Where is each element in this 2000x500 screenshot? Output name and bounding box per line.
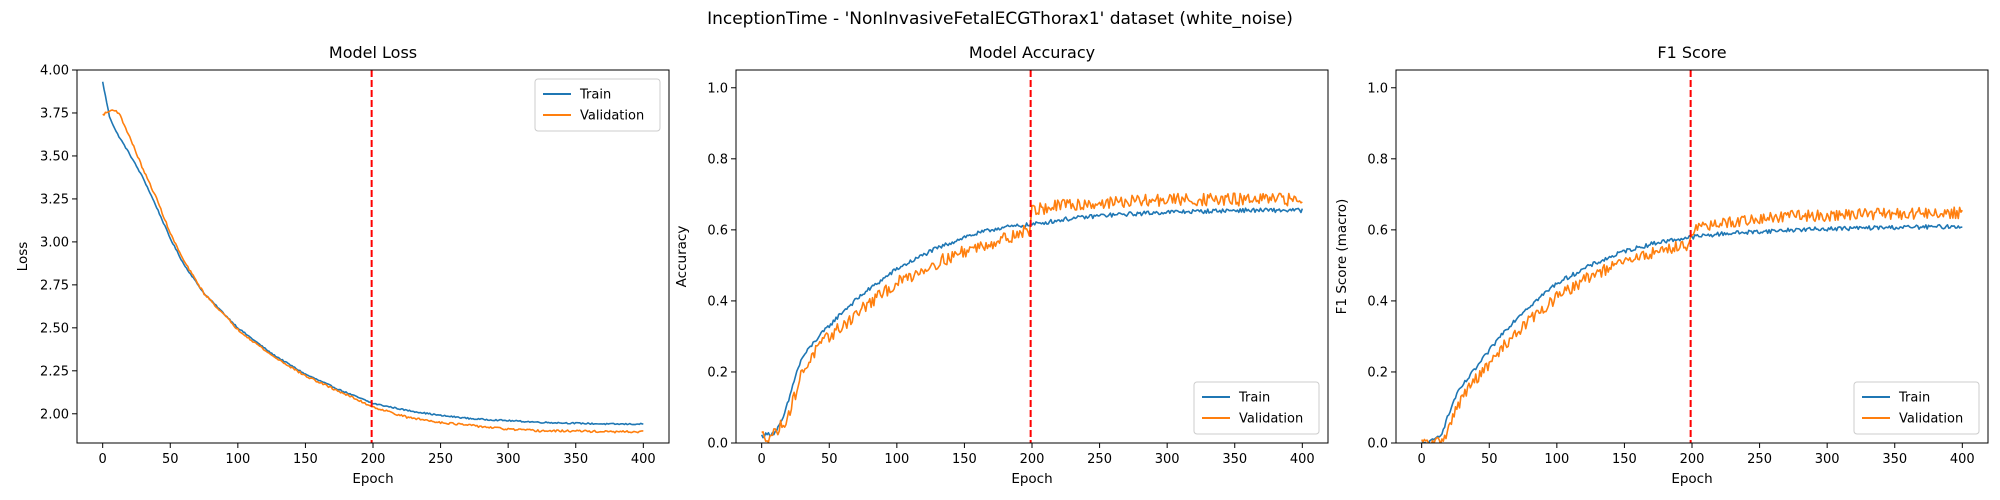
x-tick-label: 100: [884, 452, 909, 467]
y-tick-label: 3.75: [40, 106, 69, 121]
x-tick-label: 300: [1155, 452, 1180, 467]
x-tick-label: 300: [496, 452, 521, 467]
y-tick-label: 3.00: [40, 235, 69, 250]
y-tick-label: 0.6: [1367, 223, 1388, 238]
x-tick-label: 150: [1612, 452, 1637, 467]
legend-label-train: Train: [1238, 391, 1270, 406]
x-tick-label: 150: [293, 452, 318, 467]
x-axis-label: Epoch: [1011, 471, 1052, 487]
x-tick-label: 300: [1815, 452, 1840, 467]
chart-panel-2: Model Accuracy 0 50 100 150 200 250 300 350 400 0.…: [674, 43, 1329, 487]
x-tick-label: 150: [952, 452, 977, 467]
x-axis-label: Epoch: [1671, 471, 1712, 487]
x-tick-label: 400: [1950, 452, 1975, 467]
y-tick-label: 0.2: [707, 365, 728, 380]
x-tick-label: 350: [1882, 452, 1907, 467]
x-tick-label: 50: [821, 452, 838, 467]
legend-box: [1193, 381, 1320, 435]
legend: Train Validation: [1853, 381, 1980, 435]
series-line-validation: [761, 192, 1303, 443]
y-tick-label: 0.8: [1367, 152, 1388, 167]
y-axis-label: Loss: [15, 242, 31, 272]
legend-box: [1853, 381, 1980, 435]
x-tick-label: 250: [1747, 452, 1772, 467]
legend: Train Validation: [1193, 381, 1320, 435]
series-line-train: [101, 81, 644, 426]
legend: Train Validation: [534, 78, 661, 132]
legend-label-validation: Validation: [1899, 412, 1963, 427]
x-tick-label: 0: [1418, 452, 1426, 467]
y-tick-label: 2.50: [40, 321, 69, 336]
y-tick-label: 2.00: [40, 407, 69, 422]
x-tick-label: 400: [631, 452, 656, 467]
y-tick-label: 0.8: [707, 152, 728, 167]
y-tick-label: 0.2: [1367, 365, 1388, 380]
plot-frame: [76, 69, 670, 444]
y-tick-label: 1.0: [1367, 81, 1388, 96]
x-tick-label: 200: [361, 452, 386, 467]
y-tick-label: 0.0: [707, 437, 728, 452]
x-tick-label: 50: [162, 452, 179, 467]
legend-label-validation: Validation: [580, 109, 644, 124]
x-axis-label: Epoch: [352, 471, 393, 487]
y-tick-label: 2.75: [40, 278, 69, 293]
chart-panel-3: F1 Score 0 50 100 150 200 250 300 350 400 0.0 0.2 0.…: [1334, 43, 1989, 487]
x-tick-label: 200: [1020, 452, 1045, 467]
chart-panels: Model Loss 0 50 100 150 200 250 300 350 400 2.00 2.…: [15, 43, 1989, 487]
chart-title: Model Loss: [329, 43, 417, 62]
x-tick-label: 400: [1290, 452, 1315, 467]
x-tick-label: 100: [225, 452, 250, 467]
chart-panel-1: Model Loss 0 50 100 150 200 250 300 350 400 2.00 2.…: [15, 43, 670, 487]
legend-label-validation: Validation: [1239, 412, 1303, 427]
y-tick-label: 0.4: [1367, 294, 1388, 309]
y-tick-label: 0.4: [707, 294, 728, 309]
x-tick-label: 50: [1481, 452, 1498, 467]
y-tick-label: 0.6: [707, 223, 728, 238]
x-tick-label: 0: [99, 452, 107, 467]
legend-label-train: Train: [1898, 391, 1930, 406]
x-tick-label: 350: [563, 452, 588, 467]
x-tick-label: 200: [1680, 452, 1705, 467]
y-tick-label: 3.50: [40, 149, 69, 164]
x-tick-label: 0: [758, 452, 766, 467]
figure-suptitle: InceptionTime - 'NonInvasiveFetalECGThor…: [707, 9, 1293, 29]
plot-frame: [735, 69, 1329, 444]
x-tick-label: 100: [1544, 452, 1569, 467]
series-line-validation: [102, 109, 644, 434]
legend-label-train: Train: [579, 88, 611, 103]
x-tick-label: 350: [1222, 452, 1247, 467]
chart-title: Model Accuracy: [969, 43, 1095, 62]
y-tick-label: 1.0: [707, 81, 728, 96]
y-axis-label: F1 Score (macro): [1334, 199, 1350, 315]
y-tick-label: 4.00: [40, 64, 69, 79]
y-axis-label: Accuracy: [674, 226, 690, 288]
series-line-train: [1421, 223, 1963, 443]
y-tick-label: 0.0: [1367, 437, 1388, 452]
x-tick-label: 250: [428, 452, 453, 467]
y-tick-label: 3.25: [40, 192, 69, 207]
x-tick-label: 250: [1087, 452, 1112, 467]
plot-frame: [1395, 69, 1989, 444]
y-tick-label: 2.25: [40, 364, 69, 379]
legend-box: [534, 78, 661, 132]
series-line-train: [760, 207, 1304, 439]
chart-title: F1 Score: [1657, 43, 1726, 62]
series-line-validation: [1421, 206, 1963, 443]
